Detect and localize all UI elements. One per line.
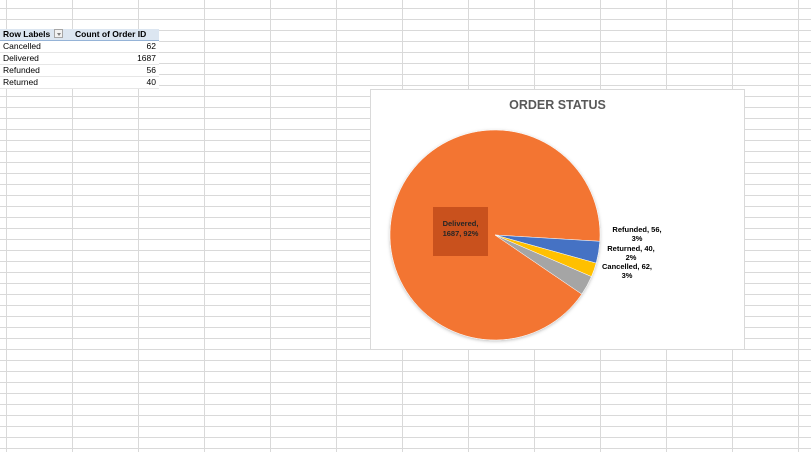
data-label-delivered: Delivered, bbox=[443, 219, 479, 228]
pie-slice-delivered[interactable] bbox=[389, 129, 601, 341]
pie-slice-refunded[interactable] bbox=[494, 234, 592, 295]
chart-title: ORDER STATUS bbox=[509, 98, 606, 112]
order-status-chart[interactable]: ORDER STATUS Delivered, 1687, 92% Cancelle… bbox=[370, 89, 745, 350]
pivot-header-row: Row Labels Count of Order ID bbox=[0, 29, 159, 41]
data-label-cancelled: 3% bbox=[622, 271, 633, 280]
data-label-returned: Returned, 40, bbox=[607, 244, 655, 253]
data-label-box bbox=[433, 207, 488, 256]
pivot-row-value[interactable]: 40 bbox=[72, 76, 159, 89]
pivot-row: Refunded 56 bbox=[0, 64, 159, 77]
data-label-delivered: 1687, 92% bbox=[443, 229, 479, 238]
pivot-row-label[interactable]: Delivered bbox=[0, 52, 72, 65]
pivot-row-label[interactable]: Refunded bbox=[0, 64, 72, 77]
pivot-row-label[interactable]: Cancelled bbox=[0, 40, 72, 53]
pie-chart: Delivered,1687, 92%Cancelled, 62,3%Retur… bbox=[389, 129, 662, 341]
pivot-row-value[interactable]: 62 bbox=[72, 40, 159, 53]
pivot-row-value[interactable]: 56 bbox=[72, 64, 159, 77]
data-label-returned: 2% bbox=[626, 253, 637, 262]
data-label-refunded: 3% bbox=[632, 234, 643, 243]
pivot-row: Delivered 1687 bbox=[0, 52, 159, 65]
pivot-row-value[interactable]: 1687 bbox=[72, 52, 159, 65]
pivot-header-row-labels[interactable]: Row Labels bbox=[0, 29, 72, 41]
pivot-row: Returned 40 bbox=[0, 76, 159, 89]
filter-dropdown-icon[interactable] bbox=[54, 29, 64, 39]
pivot-row: Cancelled 62 bbox=[0, 40, 159, 53]
pivot-table: Row Labels Count of Order ID Cancelled 6… bbox=[0, 29, 159, 89]
data-label-refunded: Refunded, 56, bbox=[612, 225, 661, 234]
row-labels-text: Row Labels bbox=[3, 29, 51, 39]
data-label-cancelled: Cancelled, 62, bbox=[602, 262, 652, 271]
pivot-header-count[interactable]: Count of Order ID bbox=[72, 29, 159, 41]
pivot-row-label[interactable]: Returned bbox=[0, 76, 72, 89]
